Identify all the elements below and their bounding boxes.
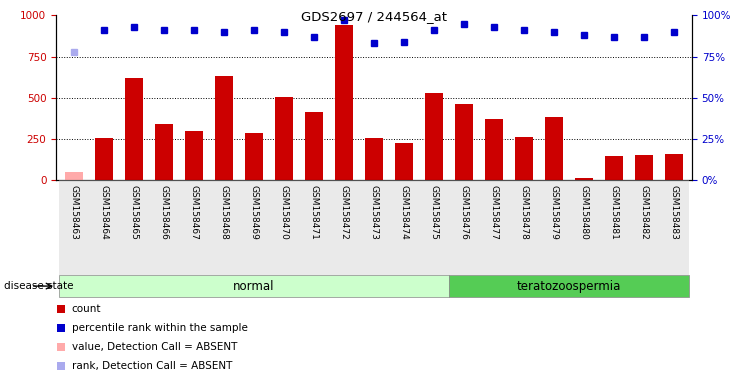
Bar	[305, 112, 323, 180]
Bar	[275, 97, 293, 180]
Bar	[149, 180, 179, 275]
Text: rank, Detection Call = ABSENT: rank, Detection Call = ABSENT	[72, 361, 232, 371]
Bar	[59, 275, 449, 297]
Bar	[509, 180, 539, 275]
Text: GSM158467: GSM158467	[189, 185, 198, 240]
Bar	[545, 117, 563, 180]
Bar	[239, 180, 269, 275]
Text: GSM158473: GSM158473	[370, 185, 378, 240]
Bar	[335, 25, 353, 180]
Text: GSM158472: GSM158472	[340, 185, 349, 240]
Text: disease state: disease state	[4, 281, 73, 291]
Bar	[455, 104, 473, 180]
Bar	[215, 76, 233, 180]
Bar	[539, 180, 569, 275]
Bar	[395, 143, 413, 180]
Text: GSM158469: GSM158469	[250, 185, 259, 240]
Bar	[299, 180, 329, 275]
Bar	[605, 156, 623, 180]
Bar	[485, 119, 503, 180]
Text: GSM158471: GSM158471	[310, 185, 319, 240]
Bar	[425, 93, 443, 180]
Bar	[635, 155, 653, 180]
Text: GSM158470: GSM158470	[280, 185, 289, 240]
Bar	[479, 180, 509, 275]
Text: GSM158468: GSM158468	[220, 185, 229, 240]
Text: count: count	[72, 304, 101, 314]
Text: GSM158483: GSM158483	[669, 185, 678, 240]
Bar	[515, 137, 533, 180]
Bar	[245, 132, 263, 180]
Text: percentile rank within the sample: percentile rank within the sample	[72, 323, 248, 333]
Bar	[359, 180, 389, 275]
Text: GSM158481: GSM158481	[610, 185, 619, 240]
Bar	[629, 180, 659, 275]
Bar	[449, 275, 689, 297]
Bar	[365, 138, 383, 180]
Bar	[269, 180, 299, 275]
Text: GDS2697 / 244564_at: GDS2697 / 244564_at	[301, 10, 447, 23]
Bar	[95, 137, 113, 180]
Bar	[575, 178, 593, 180]
Text: teratozoospermia: teratozoospermia	[517, 280, 621, 293]
Bar	[125, 78, 143, 180]
Bar	[179, 180, 209, 275]
Text: GSM158482: GSM158482	[640, 185, 649, 240]
Text: GSM158477: GSM158477	[489, 185, 498, 240]
Bar	[119, 180, 149, 275]
Text: GSM158480: GSM158480	[580, 185, 589, 240]
Bar	[419, 180, 449, 275]
Text: GSM158465: GSM158465	[129, 185, 138, 240]
Text: GSM158478: GSM158478	[519, 185, 528, 240]
Bar	[155, 124, 173, 180]
Bar	[65, 172, 83, 180]
Bar	[209, 180, 239, 275]
Text: value, Detection Call = ABSENT: value, Detection Call = ABSENT	[72, 342, 237, 352]
Bar	[89, 180, 119, 275]
Text: GSM158464: GSM158464	[99, 185, 108, 240]
Bar	[329, 180, 359, 275]
Bar	[185, 131, 203, 180]
Bar	[599, 180, 629, 275]
Text: GSM158474: GSM158474	[399, 185, 408, 240]
Text: GSM158475: GSM158475	[429, 185, 438, 240]
Text: GSM158476: GSM158476	[459, 185, 468, 240]
Bar	[59, 180, 89, 275]
Bar	[659, 180, 689, 275]
Bar	[389, 180, 419, 275]
Bar	[569, 180, 599, 275]
Text: normal: normal	[233, 280, 275, 293]
Bar	[449, 180, 479, 275]
Text: GSM158466: GSM158466	[159, 185, 168, 240]
Text: GSM158463: GSM158463	[70, 185, 79, 240]
Bar	[665, 154, 683, 180]
Text: GSM158479: GSM158479	[550, 185, 559, 240]
